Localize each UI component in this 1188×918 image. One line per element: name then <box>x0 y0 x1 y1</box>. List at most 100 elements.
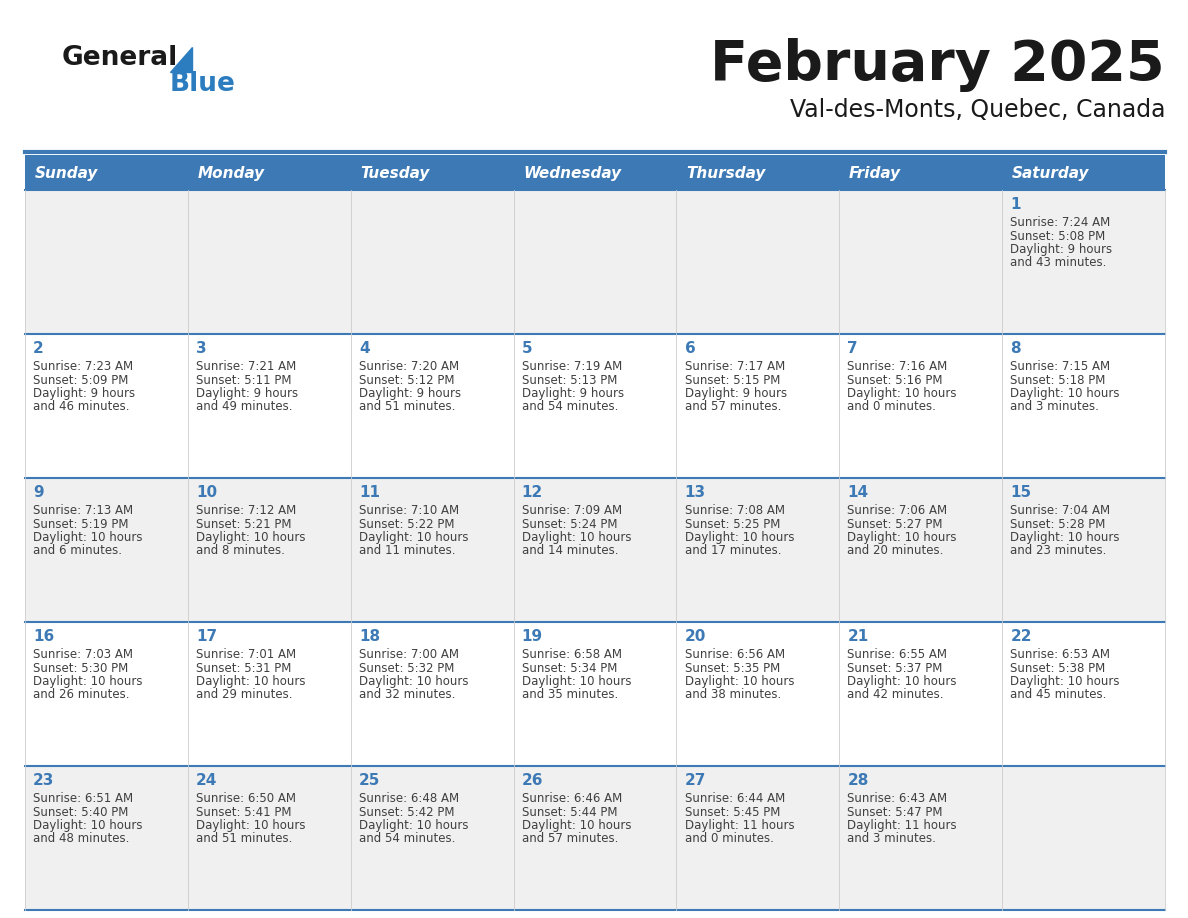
Text: Sunset: 5:37 PM: Sunset: 5:37 PM <box>847 662 943 675</box>
Text: Sunset: 5:18 PM: Sunset: 5:18 PM <box>1010 374 1106 386</box>
Text: 21: 21 <box>847 629 868 644</box>
Text: and 51 minutes.: and 51 minutes. <box>196 833 292 845</box>
Text: 19: 19 <box>522 629 543 644</box>
Text: and 23 minutes.: and 23 minutes. <box>1010 544 1107 557</box>
Text: Sunrise: 7:19 AM: Sunrise: 7:19 AM <box>522 360 623 373</box>
Bar <box>188 766 350 910</box>
Text: 17: 17 <box>196 629 217 644</box>
Bar <box>513 190 676 334</box>
Text: February 2025: February 2025 <box>710 38 1165 92</box>
Text: and 45 minutes.: and 45 minutes. <box>1010 688 1107 701</box>
Text: 5: 5 <box>522 341 532 356</box>
Text: Sunrise: 7:16 AM: Sunrise: 7:16 AM <box>847 360 948 373</box>
Text: Sunrise: 7:08 AM: Sunrise: 7:08 AM <box>684 504 784 517</box>
Text: and 32 minutes.: and 32 minutes. <box>359 688 455 701</box>
Text: 3: 3 <box>196 341 207 356</box>
Text: 1: 1 <box>1010 197 1020 212</box>
Text: Sunday: Sunday <box>34 166 99 181</box>
Text: Sunset: 5:47 PM: Sunset: 5:47 PM <box>847 805 943 819</box>
Text: Sunset: 5:30 PM: Sunset: 5:30 PM <box>33 662 128 675</box>
Text: and 3 minutes.: and 3 minutes. <box>1010 400 1099 413</box>
Bar <box>25 766 188 910</box>
Text: Daylight: 10 hours: Daylight: 10 hours <box>196 819 305 832</box>
Text: Sunset: 5:25 PM: Sunset: 5:25 PM <box>684 518 781 531</box>
Bar <box>839 622 1003 766</box>
Text: Daylight: 10 hours: Daylight: 10 hours <box>359 531 468 544</box>
Text: Daylight: 10 hours: Daylight: 10 hours <box>684 531 794 544</box>
Text: and 11 minutes.: and 11 minutes. <box>359 544 455 557</box>
Text: Daylight: 10 hours: Daylight: 10 hours <box>359 819 468 832</box>
Text: and 46 minutes.: and 46 minutes. <box>33 400 129 413</box>
Bar <box>350 190 513 334</box>
Text: Sunset: 5:38 PM: Sunset: 5:38 PM <box>1010 662 1106 675</box>
Text: Daylight: 10 hours: Daylight: 10 hours <box>33 531 143 544</box>
Text: Sunrise: 6:43 AM: Sunrise: 6:43 AM <box>847 792 948 805</box>
Text: Daylight: 10 hours: Daylight: 10 hours <box>684 675 794 688</box>
Text: Sunrise: 7:10 AM: Sunrise: 7:10 AM <box>359 504 459 517</box>
Text: Thursday: Thursday <box>687 166 765 181</box>
Text: and 38 minutes.: and 38 minutes. <box>684 688 781 701</box>
Text: Sunset: 5:45 PM: Sunset: 5:45 PM <box>684 805 781 819</box>
Text: and 54 minutes.: and 54 minutes. <box>359 833 455 845</box>
Text: Sunset: 5:08 PM: Sunset: 5:08 PM <box>1010 230 1106 242</box>
Text: and 8 minutes.: and 8 minutes. <box>196 544 285 557</box>
Text: Blue: Blue <box>170 71 236 97</box>
Text: 8: 8 <box>1010 341 1020 356</box>
Text: Daylight: 9 hours: Daylight: 9 hours <box>522 387 624 400</box>
Bar <box>25 155 188 190</box>
Text: Daylight: 9 hours: Daylight: 9 hours <box>33 387 135 400</box>
Text: 25: 25 <box>359 773 380 788</box>
Bar <box>676 622 839 766</box>
Text: Sunset: 5:11 PM: Sunset: 5:11 PM <box>196 374 291 386</box>
Text: Sunrise: 6:56 AM: Sunrise: 6:56 AM <box>684 648 785 661</box>
Bar <box>513 478 676 622</box>
Text: 27: 27 <box>684 773 706 788</box>
Bar <box>25 478 188 622</box>
Text: and 0 minutes.: and 0 minutes. <box>684 833 773 845</box>
Text: and 42 minutes.: and 42 minutes. <box>847 688 944 701</box>
Text: Sunset: 5:09 PM: Sunset: 5:09 PM <box>33 374 128 386</box>
Text: and 51 minutes.: and 51 minutes. <box>359 400 455 413</box>
Text: Daylight: 10 hours: Daylight: 10 hours <box>33 675 143 688</box>
Bar <box>1003 155 1165 190</box>
Text: Sunset: 5:12 PM: Sunset: 5:12 PM <box>359 374 454 386</box>
Text: Monday: Monday <box>197 166 265 181</box>
Text: and 43 minutes.: and 43 minutes. <box>1010 256 1107 270</box>
Bar <box>676 190 839 334</box>
Text: Sunrise: 7:13 AM: Sunrise: 7:13 AM <box>33 504 133 517</box>
Text: 10: 10 <box>196 485 217 500</box>
Text: and 57 minutes.: and 57 minutes. <box>522 833 618 845</box>
Text: 11: 11 <box>359 485 380 500</box>
Text: 28: 28 <box>847 773 868 788</box>
Text: Daylight: 10 hours: Daylight: 10 hours <box>522 531 631 544</box>
Text: Sunset: 5:13 PM: Sunset: 5:13 PM <box>522 374 617 386</box>
Text: 26: 26 <box>522 773 543 788</box>
Text: Daylight: 9 hours: Daylight: 9 hours <box>684 387 786 400</box>
Text: Sunset: 5:34 PM: Sunset: 5:34 PM <box>522 662 617 675</box>
Text: Sunrise: 7:21 AM: Sunrise: 7:21 AM <box>196 360 296 373</box>
Bar <box>1003 334 1165 478</box>
Bar <box>676 766 839 910</box>
Text: 6: 6 <box>684 341 695 356</box>
Text: Val-des-Monts, Quebec, Canada: Val-des-Monts, Quebec, Canada <box>790 98 1165 122</box>
Text: and 48 minutes.: and 48 minutes. <box>33 833 129 845</box>
Text: Daylight: 9 hours: Daylight: 9 hours <box>1010 243 1112 256</box>
Text: Daylight: 10 hours: Daylight: 10 hours <box>196 675 305 688</box>
Text: General: General <box>62 45 178 71</box>
Text: Sunset: 5:42 PM: Sunset: 5:42 PM <box>359 805 454 819</box>
Text: Sunrise: 7:23 AM: Sunrise: 7:23 AM <box>33 360 133 373</box>
Text: Daylight: 9 hours: Daylight: 9 hours <box>196 387 298 400</box>
Text: Tuesday: Tuesday <box>360 166 430 181</box>
Text: Sunset: 5:19 PM: Sunset: 5:19 PM <box>33 518 128 531</box>
Text: Sunrise: 7:17 AM: Sunrise: 7:17 AM <box>684 360 785 373</box>
Text: Sunrise: 6:50 AM: Sunrise: 6:50 AM <box>196 792 296 805</box>
Text: 13: 13 <box>684 485 706 500</box>
Text: Sunset: 5:40 PM: Sunset: 5:40 PM <box>33 805 128 819</box>
Text: Sunrise: 7:12 AM: Sunrise: 7:12 AM <box>196 504 296 517</box>
Text: Sunrise: 7:06 AM: Sunrise: 7:06 AM <box>847 504 948 517</box>
Text: Daylight: 11 hours: Daylight: 11 hours <box>847 819 958 832</box>
Bar <box>839 155 1003 190</box>
Bar <box>513 622 676 766</box>
Text: and 57 minutes.: and 57 minutes. <box>684 400 781 413</box>
Text: and 17 minutes.: and 17 minutes. <box>684 544 781 557</box>
